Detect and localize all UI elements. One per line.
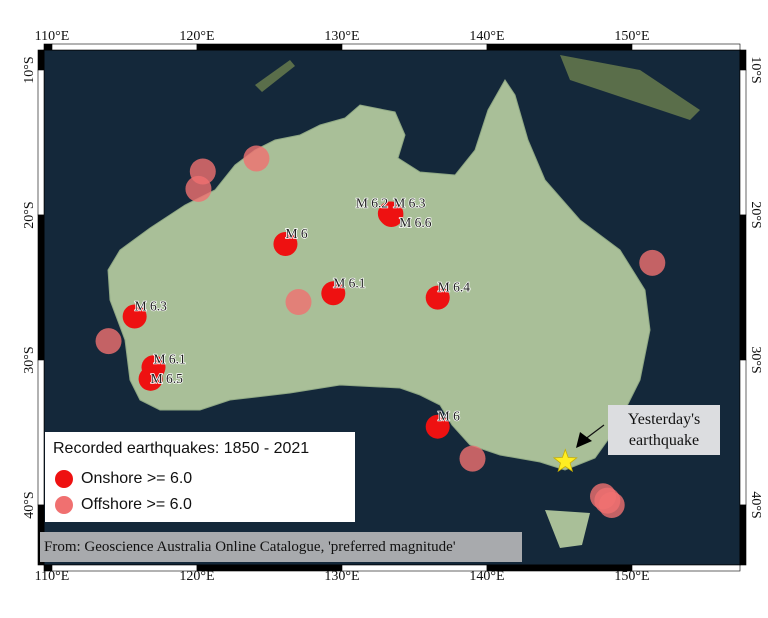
onshore-quakes: M 6 M 6.2 M 6.3 M 6.6 M 6.1 M 6.4 M 6.3 M 6.1 M … [122, 195, 471, 439]
landmasses [107, 55, 700, 548]
offshore-quake [594, 487, 621, 514]
yesterday-marker [552, 448, 578, 473]
lat-tick-label: 10°S [22, 56, 37, 83]
offshore-quakes [95, 145, 666, 518]
magnitude-label: M 6 [438, 409, 460, 424]
lat-tick-label: 10°S [748, 56, 763, 83]
offshore-quake [459, 445, 486, 472]
tasmania [545, 510, 590, 548]
legend-offshore: Offshore >= 6.0 [55, 496, 192, 514]
lon-scale-segment [196, 564, 343, 572]
onshore-quake [425, 414, 450, 439]
offshore-quake [95, 328, 122, 355]
offshore-quake [285, 289, 312, 315]
lon-tick-label: 110°E [35, 29, 70, 44]
lat-tick-label: 30°S [22, 346, 37, 373]
legend-onshore-label: Onshore >= 6.0 [81, 470, 193, 487]
lat-tick-label: 30°S [748, 346, 763, 373]
legend-offshore-label: Offshore >= 6.0 [81, 496, 192, 513]
lat-scale-segment [739, 359, 747, 506]
lat-scale-segment [37, 214, 45, 361]
legend-onshore: Onshore >= 6.0 [55, 470, 192, 488]
axis-ticks: 110°E 110°E 120°E 120°E 130°E 130°E 140°E 140°E… [22, 29, 763, 584]
timor [255, 60, 295, 92]
lat-tick-label: 20°S [748, 201, 763, 228]
lat-scale-segment [37, 359, 45, 506]
magnitude-label: M 6.2 [356, 196, 388, 211]
onshore-quake [321, 281, 346, 306]
magnitude-label: M 6.4 [438, 280, 471, 295]
lon-scale-segment [43, 43, 53, 51]
lat-scale-segment [739, 49, 747, 71]
source-note: From: Geoscience Australia Online Catalo… [40, 532, 522, 562]
annotation-line-2: earthquake [628, 432, 700, 449]
magnitude-label: M 6.5 [151, 371, 184, 386]
lon-tick-label: 120°E [179, 29, 214, 44]
australia-mainland [107, 79, 651, 471]
magnitude-label: M 6.6 [399, 215, 432, 230]
onshore-quake [425, 285, 450, 310]
magnitude-label: M 6.1 [154, 351, 186, 366]
magnitude-label: M 6 [285, 226, 307, 241]
lon-scale-segment [631, 43, 741, 51]
lon-scale-segment [341, 43, 488, 51]
offshore-quake [243, 145, 270, 172]
lon-tick-label: 130°E [324, 29, 359, 44]
lon-scale-segment [51, 43, 198, 51]
annotation-line-1: Yesterday's [627, 411, 701, 428]
lon-tick-label: 130°E [324, 569, 359, 584]
lon-tick-label: 140°E [469, 29, 504, 44]
lon-scale-segment [486, 43, 633, 51]
lon-scale-segment [631, 564, 741, 572]
offshore-swatch [55, 496, 73, 514]
annotation-arrowhead [576, 432, 592, 448]
magnitude-label: M 6.1 [333, 275, 365, 290]
lon-tick-label: 150°E [614, 569, 649, 584]
lon-scale-segment [51, 564, 198, 572]
lon-scale-segment [341, 564, 488, 572]
onshore-swatch [55, 470, 73, 488]
lat-scale-segment [739, 214, 747, 361]
onshore-quake [122, 304, 147, 329]
legend: Recorded earthquakes: 1850 - 2021 Onshor… [45, 432, 355, 522]
magnitude-label: M 6.3 [135, 299, 168, 314]
lon-scale-segment [486, 564, 633, 572]
lon-scale-segment [196, 43, 343, 51]
legend-title: Recorded earthquakes: 1850 - 2021 [53, 440, 310, 457]
lat-tick-label: 40°S [22, 491, 37, 518]
lat-tick-label: 20°S [22, 201, 37, 228]
star-icon [552, 448, 578, 473]
onshore-quake [273, 232, 298, 256]
offshore-quake [185, 175, 212, 202]
lat-scale-segment [37, 69, 45, 216]
lon-tick-label: 120°E [179, 569, 214, 584]
magnitude-label: M 6.3 [393, 196, 426, 211]
lat-scale-segment [739, 69, 747, 216]
lat-tick-label: 40°S [748, 491, 763, 518]
new-guinea [560, 55, 700, 120]
lon-tick-label: 150°E [614, 29, 649, 44]
lon-tick-label: 140°E [469, 569, 504, 584]
lat-scale-segment [37, 49, 45, 71]
lon-tick-label: 110°E [35, 569, 70, 584]
onshore-quake [138, 366, 163, 391]
yesterday-annotation: Yesterday's earthquake [608, 405, 720, 455]
offshore-quake [639, 249, 666, 276]
onshore-quake [379, 203, 404, 227]
lat-scale-segment [739, 504, 747, 566]
